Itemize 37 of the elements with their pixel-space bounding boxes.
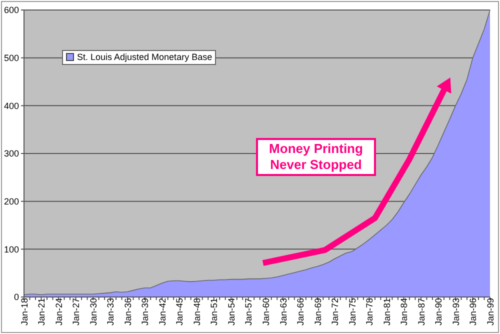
annotation: Money Printing Never Stopped: [268, 141, 364, 173]
x-tick-label: Jan-18: [19, 298, 30, 326]
x-tick-label: Jan-78: [364, 298, 375, 326]
x-tick-label: Jan-99: [485, 298, 496, 326]
y-tick-label: 400: [4, 100, 19, 111]
x-tick-label: Jan-81: [382, 298, 392, 326]
x-tick-label: Jan-27: [71, 298, 82, 326]
x-tick-label: Jan-75: [347, 298, 358, 326]
y-tick-label: 100: [4, 244, 19, 254]
x-tick-label: Jan-51: [209, 298, 220, 326]
x-tick-label: Jan-66: [296, 298, 306, 326]
y-tick-label: 200: [4, 196, 19, 207]
x-tick-label: Jan-90: [434, 298, 444, 326]
x-tick-label: Jan-45: [174, 298, 185, 326]
x-tick-label: Jan-57: [244, 298, 254, 326]
x-tick-label: Jan-30: [88, 298, 98, 326]
x-tick-label: Jan-24: [54, 298, 64, 326]
x-tick-label: Jan-72: [330, 298, 340, 326]
y-tick-label: 600: [4, 5, 19, 16]
x-tick-label: Jan-84: [399, 298, 410, 326]
x-tick-label: Jan-87: [416, 298, 426, 326]
legend-label: St. Louis Adjusted Monetary Base: [76, 52, 212, 62]
x-tick-label: Jan-48: [192, 298, 202, 326]
x-tick-label: Jan-33: [106, 298, 116, 326]
x-tick-label: Jan-36: [122, 298, 133, 326]
x-tick-label: Jan-96: [468, 298, 478, 326]
x-tick-label: Jan-60: [261, 298, 272, 326]
x-tick-label: Jan-54: [226, 298, 236, 326]
x-tick-label: Jan-39: [140, 298, 150, 326]
x-tick-label: Jan-93: [450, 298, 461, 326]
y-tick-label: 0: [14, 292, 19, 302]
x-tick-label: Jan-21: [36, 298, 47, 326]
x-tick-label: Jan-69: [312, 298, 323, 326]
x-tick-label: Jan-63: [278, 298, 288, 326]
x-tick-label: Jan-42: [157, 298, 168, 326]
y-tick-label: 300: [4, 148, 19, 159]
y-tick-label: 500: [4, 53, 19, 64]
